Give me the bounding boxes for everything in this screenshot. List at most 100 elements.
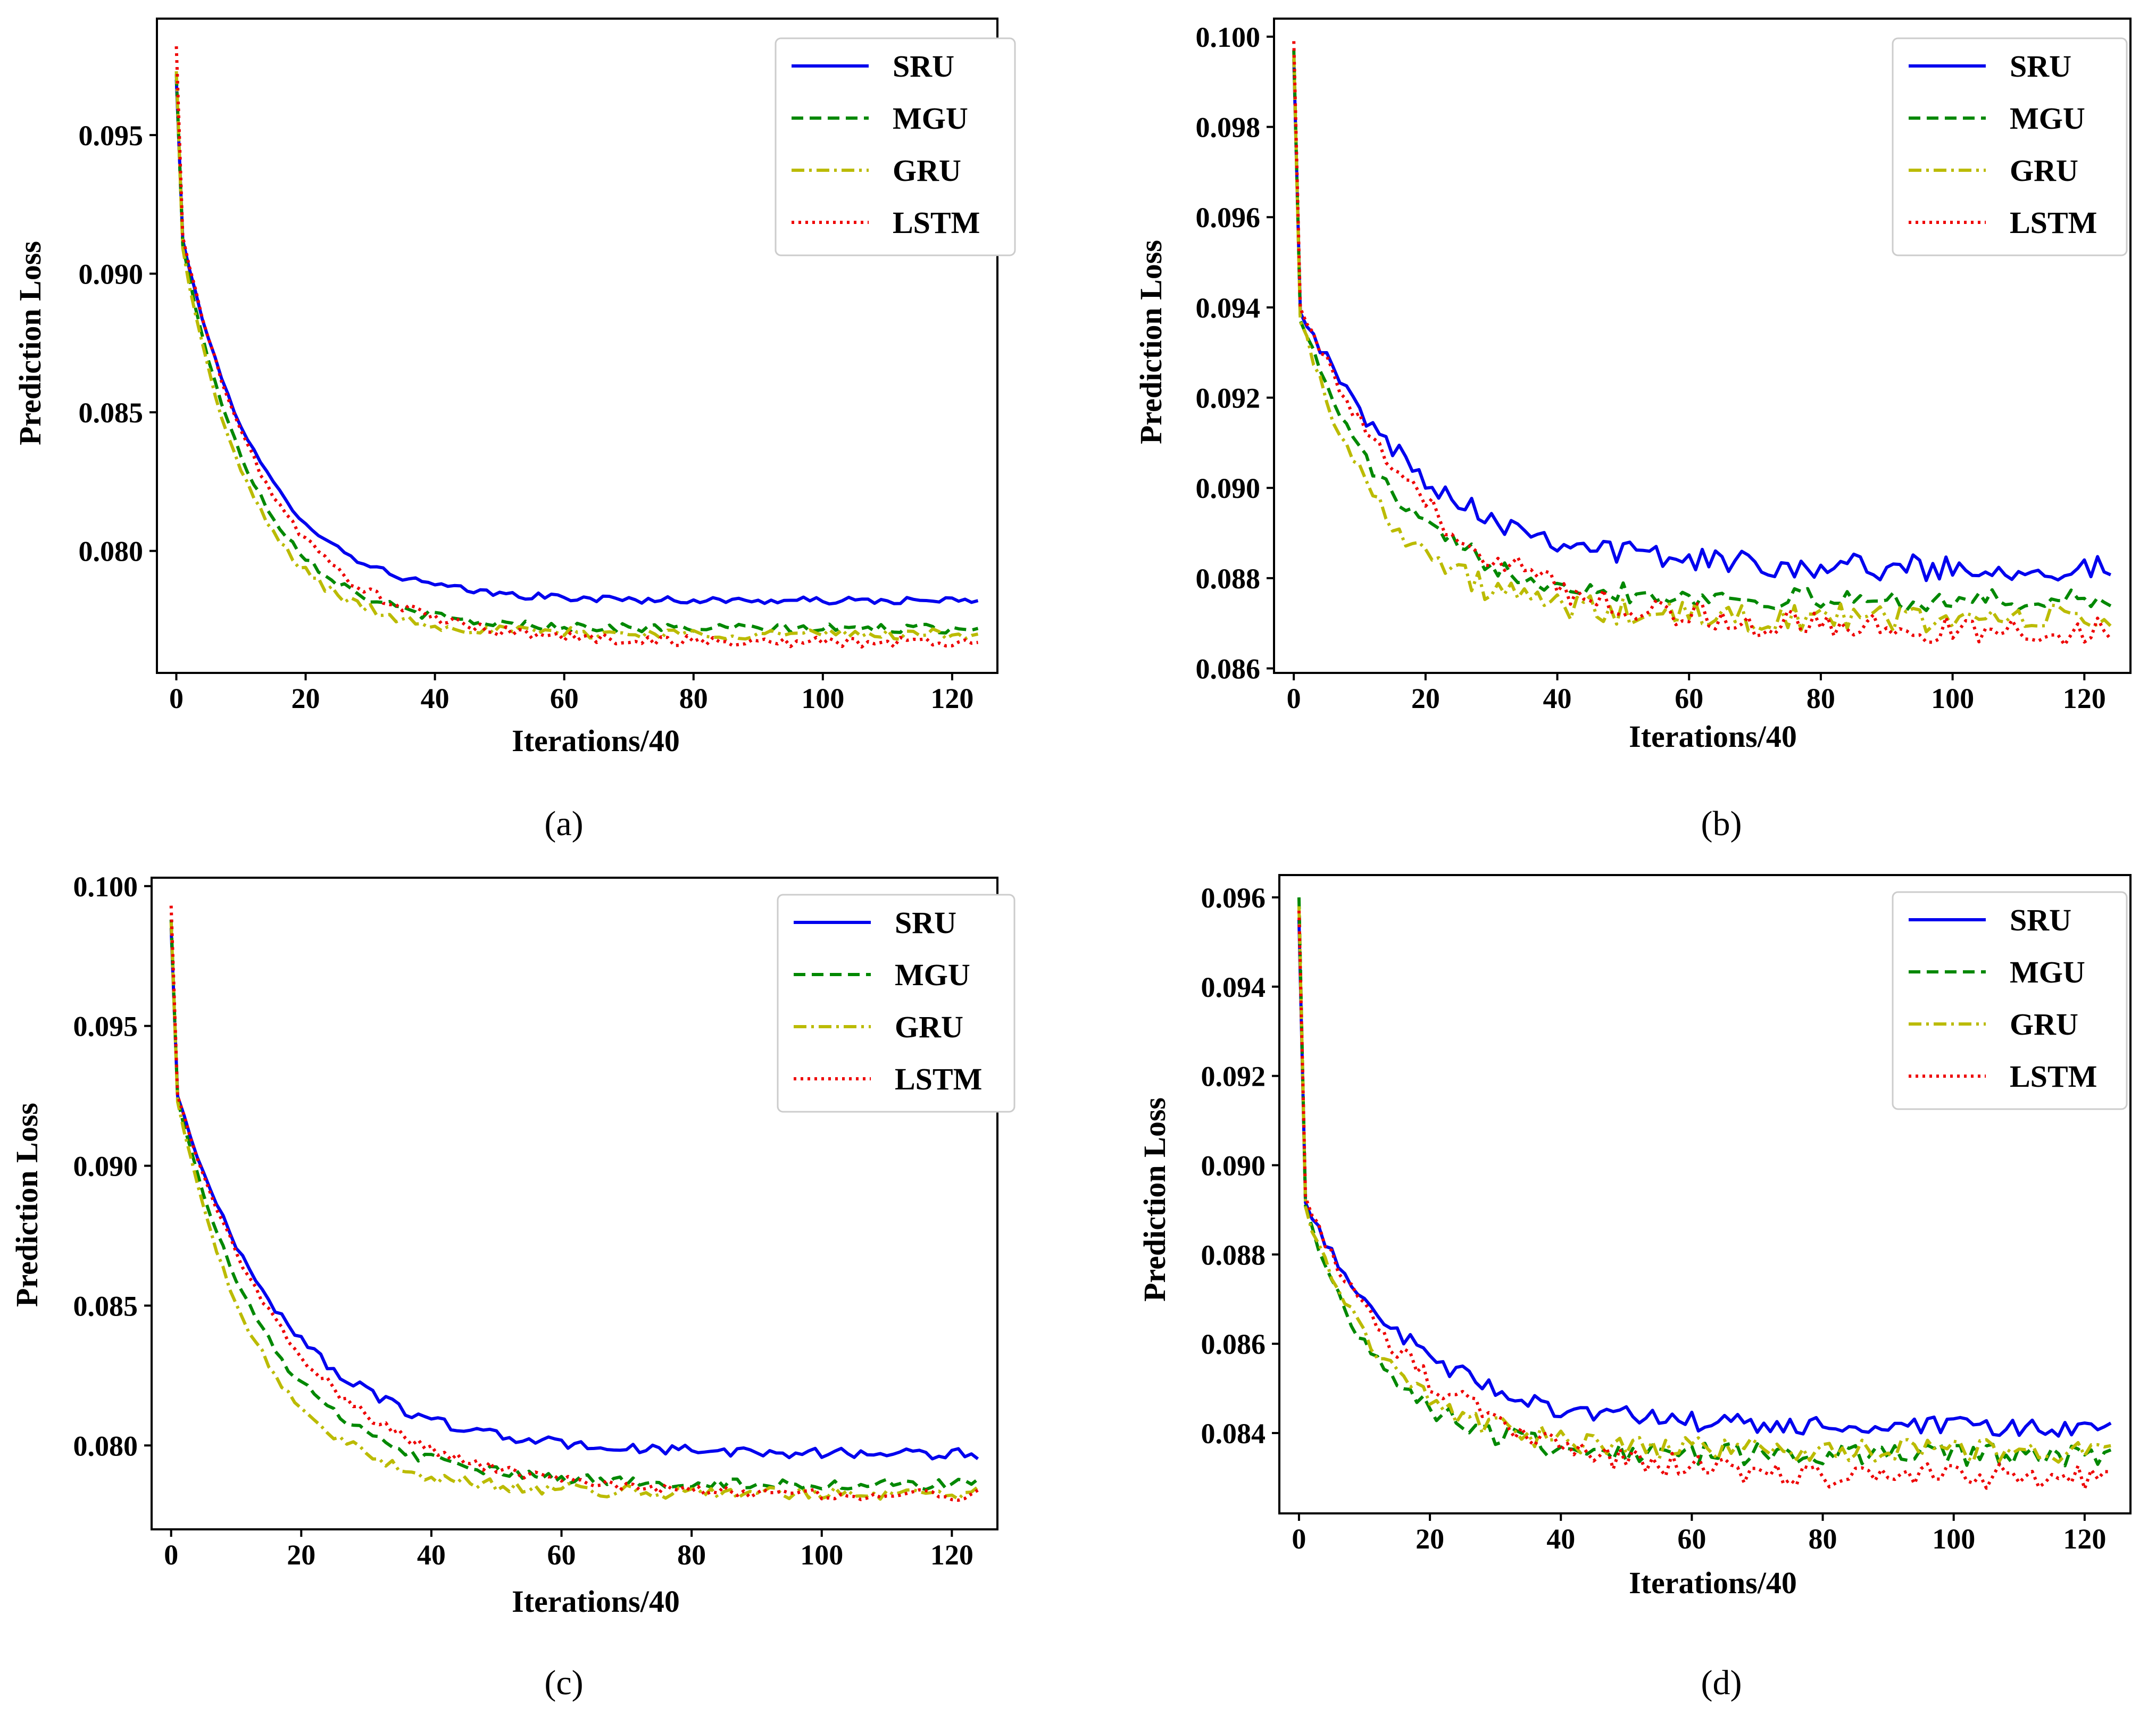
xtick-label-b: 60 <box>1675 682 1703 714</box>
ytick-label-b: 0.088 <box>1196 563 1261 595</box>
legend-label-gru-d: GRU <box>2010 1007 2078 1042</box>
axes-frame-d <box>1278 874 2132 1514</box>
legend-d: SRU MGU GRU LSTM <box>1892 891 2128 1110</box>
series-group-d <box>1297 897 2112 1491</box>
ylabel-d: Prediction Loss <box>1137 1097 1172 1302</box>
ytick-label-b: 0.090 <box>1196 472 1261 504</box>
xtick-label-c: 120 <box>930 1539 973 1571</box>
ytick-label-a: 0.085 <box>79 397 144 429</box>
ytick-label-c: 0.090 <box>73 1151 138 1183</box>
legend-c: SRU MGU GRU LSTM <box>777 894 1015 1113</box>
xtick-label-c: 60 <box>547 1539 576 1571</box>
xtick-label-a: 40 <box>421 682 449 714</box>
panel-d: 0 20 40 60 80 100 120 0.084 0.086 0.088 0.090 0.092… <box>1137 874 2132 1702</box>
legend-label-lstm-c: LSTM <box>895 1062 982 1096</box>
ytick-label-c: 0.080 <box>73 1430 138 1462</box>
legend-a: SRU MGU GRU LSTM <box>775 37 1016 256</box>
xtick-label-c: 100 <box>800 1539 843 1571</box>
legend-label-lstm-a: LSTM <box>893 205 980 240</box>
xlabel-b: Iterations/40 <box>1629 719 1797 754</box>
panel-c: 0 20 40 60 80 100 120 0.080 0.085 0.090 0.095 0.100… <box>10 871 1015 1702</box>
legend-label-sru-a: SRU <box>893 49 954 84</box>
series-line-sru-b <box>1292 59 2111 582</box>
ytick-label-b: 0.086 <box>1196 653 1261 685</box>
ytick-label-d: 0.088 <box>1201 1239 1266 1271</box>
xlabel-a: Iterations/40 <box>512 723 680 758</box>
xtick-label-d: 0 <box>1292 1523 1306 1555</box>
legend-label-mgu-b: MGU <box>2010 101 2085 136</box>
axes-frame-a <box>156 18 998 674</box>
series-line-mgu-a <box>174 74 979 635</box>
series-group-a <box>174 46 979 649</box>
legend-label-sru-c: SRU <box>895 905 956 940</box>
xtick-label-a: 120 <box>930 682 973 714</box>
ytick-label-b: 0.096 <box>1196 202 1261 234</box>
axes-frame-c <box>151 877 998 1530</box>
legend-box-c <box>777 894 1015 1113</box>
ytick-label-a: 0.095 <box>79 120 144 152</box>
xtick-label-d: 40 <box>1546 1523 1575 1555</box>
caption-a: (a) <box>544 804 583 843</box>
xtick-label-c: 80 <box>677 1539 706 1571</box>
ylabel-b: Prediction Loss <box>1134 240 1168 444</box>
xtick-label-a: 0 <box>169 682 184 714</box>
xtick-label-a: 100 <box>801 682 844 714</box>
plot-area-b: 0 20 40 60 80 100 120 0.086 0.088 0.090 0.092 0.094… <box>1196 18 2132 714</box>
legend-label-sru-d: SRU <box>2010 903 2071 937</box>
series-line-gru-a <box>174 71 979 641</box>
xlabel-d: Iterations/40 <box>1629 1566 1797 1600</box>
series-line-lstm-b <box>1292 41 2112 647</box>
legend-box-b <box>1892 37 2128 256</box>
xlabel-c: Iterations/40 <box>512 1584 680 1619</box>
xtick-label-b: 80 <box>1807 682 1835 714</box>
xtick-label-a: 80 <box>679 682 708 714</box>
legend-label-gru-a: GRU <box>893 153 961 188</box>
ylabel-a: Prediction Loss <box>13 241 47 445</box>
legend-box-a <box>775 37 1016 256</box>
plot-area-a: 0 20 40 60 80 100 120 0.080 0.085 0.090 0.095 SRU MG… <box>79 18 1016 714</box>
ytick-label-d: 0.090 <box>1201 1150 1266 1181</box>
caption-c: (c) <box>544 1663 583 1702</box>
legend-label-mgu-d: MGU <box>2010 955 2085 989</box>
series-group-b <box>1292 41 2112 647</box>
series-line-sru-d <box>1297 919 2112 1438</box>
ytick-label-d: 0.086 <box>1201 1328 1266 1360</box>
legend-label-mgu-a: MGU <box>893 101 968 136</box>
xtick-label-d: 100 <box>1932 1523 1975 1555</box>
ytick-label-d: 0.096 <box>1201 882 1266 914</box>
panel-a: 0 20 40 60 80 100 120 0.080 0.085 0.090 0.095 SRU MG… <box>13 18 1016 843</box>
ytick-label-c: 0.095 <box>73 1011 138 1043</box>
caption-d: (d) <box>1701 1663 1742 1702</box>
ytick-label-a: 0.090 <box>79 258 144 290</box>
xtick-label-d: 60 <box>1677 1523 1706 1555</box>
xtick-label-c: 20 <box>287 1539 315 1571</box>
series-line-mgu-d <box>1297 897 2112 1468</box>
ytick-label-b: 0.092 <box>1196 382 1261 414</box>
series-line-sru-c <box>169 928 979 1461</box>
ytick-label-c: 0.085 <box>73 1290 138 1322</box>
ytick-label-d: 0.084 <box>1201 1418 1266 1450</box>
ytick-label-c: 0.100 <box>73 871 138 903</box>
ylabel-c: Prediction Loss <box>10 1103 44 1307</box>
legend-label-lstm-d: LSTM <box>2010 1059 2097 1094</box>
ytick-label-b: 0.100 <box>1196 21 1261 53</box>
caption-b: (b) <box>1701 804 1742 843</box>
legend-b: SRU MGU GRU LSTM <box>1892 37 2128 256</box>
axes-frame-b <box>1273 18 2132 674</box>
xtick-label-b: 40 <box>1543 682 1572 714</box>
xtick-label-b: 120 <box>2063 682 2106 714</box>
legend-box-d <box>1892 891 2128 1110</box>
series-line-gru-d <box>1297 906 2111 1464</box>
legend-label-lstm-b: LSTM <box>2010 205 2097 240</box>
xtick-label-c: 0 <box>164 1539 178 1571</box>
xtick-label-d: 20 <box>1416 1523 1444 1555</box>
series-line-gru-b <box>1292 54 2112 634</box>
legend-label-mgu-c: MGU <box>895 958 970 992</box>
ytick-label-a: 0.080 <box>79 536 144 568</box>
ytick-label-d: 0.094 <box>1201 971 1266 1003</box>
plot-area-d: 0 20 40 60 80 100 120 0.084 0.086 0.088 0.090 0.092… <box>1201 874 2132 1555</box>
series-line-lstm-d <box>1297 911 2111 1491</box>
ytick-label-b: 0.094 <box>1196 292 1261 324</box>
xtick-label-b: 100 <box>1931 682 1974 714</box>
